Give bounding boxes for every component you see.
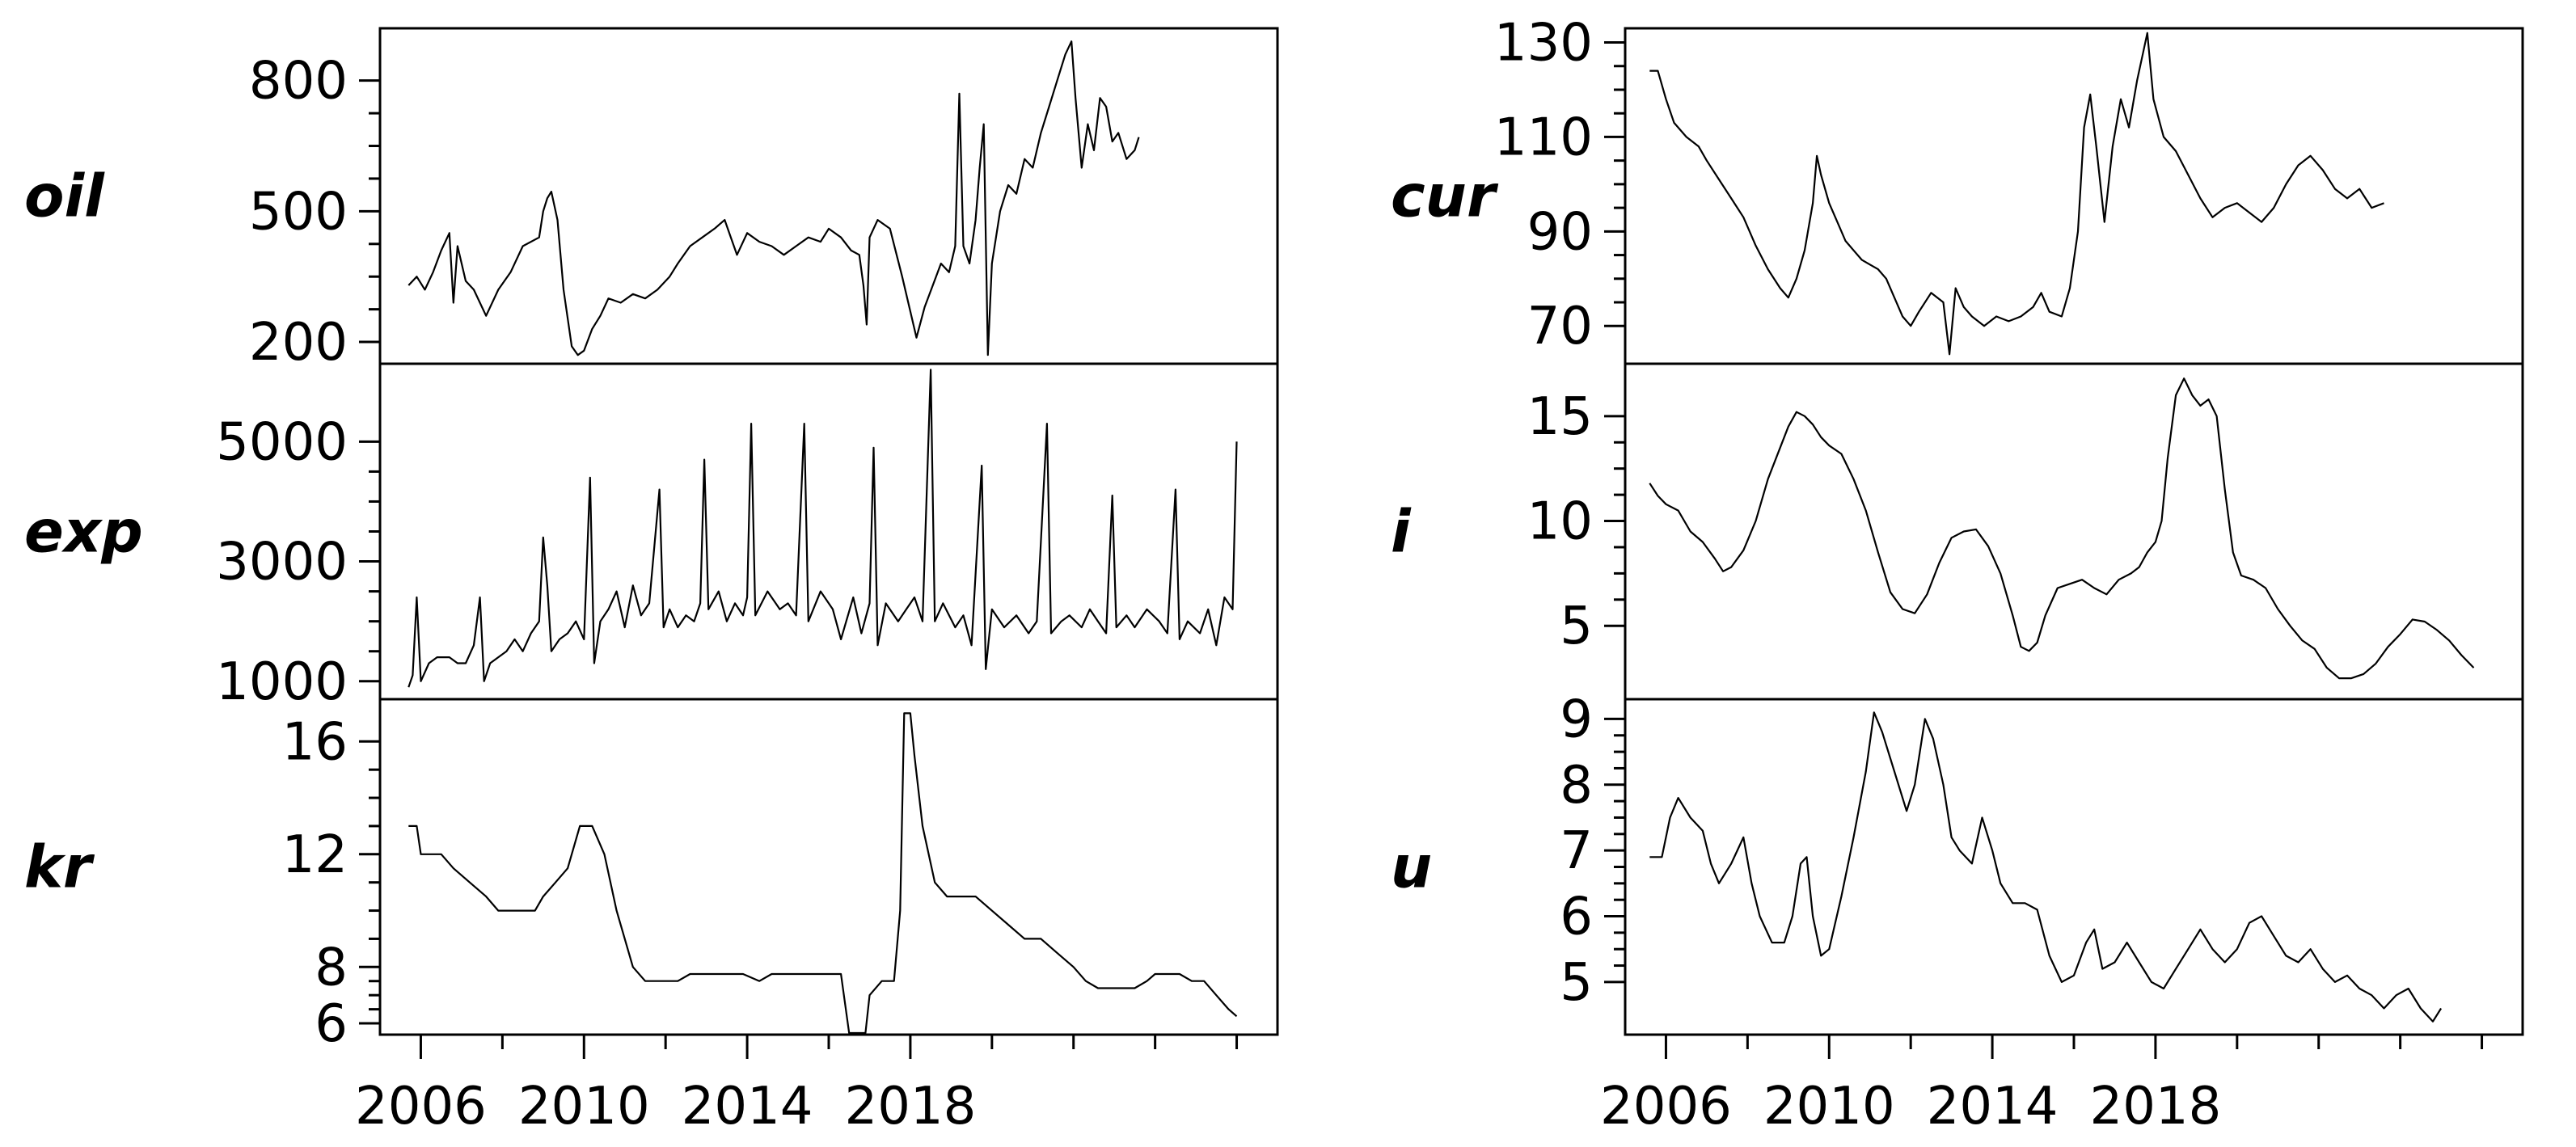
y-tick-label-cur: 70 [1527,297,1593,356]
y-tick-label-exp: 1000 [216,652,348,712]
series-line-u [1649,711,2443,1023]
panel-frame-cur [1624,27,2524,365]
panel-oil: 200 500 800 oil [24,27,1279,373]
panel-frame-i [1624,362,2524,701]
y-tick-label-i: 10 [1527,492,1593,552]
x-tick-label: 2014 [682,1077,813,1136]
variable-label-oil: oil [24,162,105,230]
panel-u: 5 6 78 9 2006 2010 2014 2018 u [1391,689,2524,1136]
series-line-kr [408,712,1238,1035]
panel-kr: 68 12 16 2006 2010 2014 2018 kr [24,698,1279,1136]
y-tick-label-kr: 6 [315,994,348,1054]
panel-frame-exp [378,362,1279,701]
y-tick-label-u: 9 [1560,689,1593,749]
panel-frame-oil [378,27,1279,365]
y-tick-label-cur: 130 [1494,14,1593,74]
series-line-oil [408,40,1140,356]
y-tick-label-cur: 110 [1494,108,1593,167]
x-tick-label: 2006 [355,1077,487,1136]
y-tick-label-u: 7 [1560,821,1593,881]
x-tick-label: 2010 [518,1077,650,1136]
y-tick-label-u: 5 [1560,953,1593,1013]
x-tick-label: 2006 [1600,1077,1732,1136]
y-tick-label-u: 6 [1560,888,1593,947]
y-tick-label-oil: 800 [249,52,348,112]
y-tick-label-oil: 500 [249,182,348,242]
y-tick-label-i: 5 [1560,597,1593,656]
y-tick-label-oil: 200 [249,313,348,373]
y-tick-label-exp: 5000 [216,412,348,472]
variable-label-exp: exp [24,498,143,566]
variable-label-kr: kr [24,833,95,901]
variable-label-i: i [1391,498,1412,566]
series-line-exp [408,369,1238,688]
panel-exp: 1000 3000 5000 exp [24,362,1279,712]
y-tick-label-exp: 3000 [216,533,348,592]
x-tick-label: 2018 [2089,1077,2221,1136]
series-line-i [1649,377,2475,680]
y-tick-label-kr: 12 [282,825,348,885]
panel-i: 5 10 15 i [1391,362,2524,701]
y-tick-label-u: 8 [1560,756,1593,816]
y-tick-label-cur: 90 [1527,202,1593,262]
y-tick-label-kr: 16 [282,712,348,772]
x-tick-label: 2014 [1927,1077,2059,1136]
variable-label-cur: cur [1391,162,1499,230]
x-tick-label: 2010 [1763,1077,1895,1136]
panel-cur: 70 90 110 130 cur [1391,14,2524,365]
y-tick-label-i: 15 [1527,387,1593,447]
panel-frame-u [1624,698,2524,1036]
y-tick-label-kr: 8 [315,938,348,997]
series-line-cur [1649,32,2384,356]
variable-label-u: u [1391,833,1432,901]
x-tick-label: 2018 [844,1077,976,1136]
